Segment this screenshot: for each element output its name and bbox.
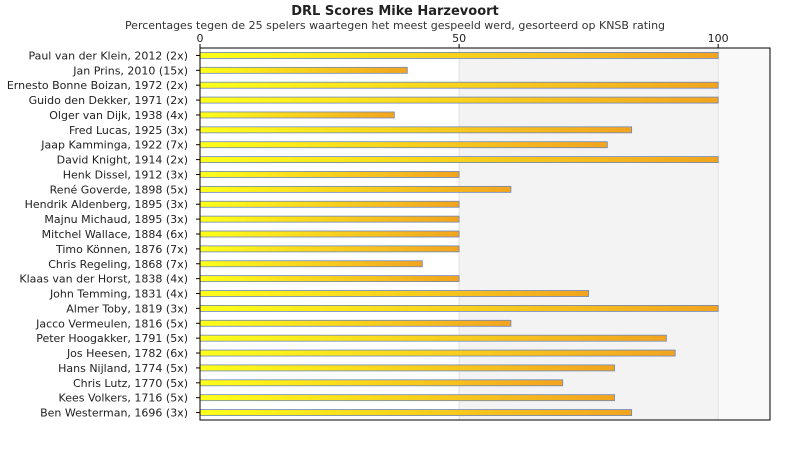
bar [199,290,590,297]
category-label: Ben Westerman, 1696 (3x) [40,407,188,420]
bar [199,379,564,387]
bar [199,126,633,134]
grid-band-50-100 [459,48,719,420]
bar [199,349,676,357]
bar [199,66,408,74]
category-label: Majnu Michaud, 1895 (3x) [44,213,188,226]
bar [199,409,633,416]
category-label: Almer Toby, 1819 (3x) [66,302,188,315]
category-label: Klaas van der Horst, 1838 (4x) [19,273,188,286]
bar [199,96,719,104]
category-label: Jan Prins, 2010 (15x) [72,64,188,77]
category-label: Chris Regeling, 1868 (7x) [48,258,188,271]
bar [199,185,512,193]
bar [199,171,460,178]
chart-title: DRL Scores Mike Harzevoort [291,4,499,19]
plot-frame [199,47,771,421]
category-label: Fred Lucas, 1925 (3x) [69,124,188,137]
category-label: David Knight, 1914 (2x) [57,154,188,167]
bar [199,394,615,402]
plot-area: Paul van der Klein, 2012 (2x) Jan Prins, … [7,32,771,421]
bar [199,334,667,342]
bar [199,52,719,59]
bar [199,304,719,312]
category-label: Chris Lutz, 1770 (5x) [73,377,188,390]
category-label: Peter Hoogakker, 1791 (5x) [36,332,188,345]
category-label: Jaap Kamminga, 1922 (7x) [40,139,188,152]
bar [199,141,608,149]
category-label: John Temming, 1831 (4x) [49,288,188,301]
bar [199,200,460,208]
category-label: Olger van Dijk, 1938 (4x) [49,109,188,122]
category-label: Guido den Dekker, 1971 (2x) [29,94,188,107]
category-label: Hans Nijland, 1774 (5x) [58,362,188,375]
bar [199,245,460,253]
bar [199,156,719,164]
category-label: Ernesto Bonne Boizan, 1972 (2x) [7,79,188,92]
category-label: Kees Volkers, 1716 (5x) [59,392,188,405]
category-label: Mitchel Wallace, 1884 (6x) [42,228,188,241]
bar [199,215,460,223]
category-label: Hendrik Aldenberg, 1895 (3x) [25,198,188,211]
bar [199,364,615,372]
grid-band-100-110 [718,48,770,420]
category-label: Jacco Vermeulen, 1816 (5x) [35,317,188,330]
bar [199,275,460,283]
x-tick-label: 100 [708,32,729,45]
category-label: Paul van der Klein, 2012 (2x) [28,49,188,62]
category-label: René Goverde, 1898 (5x) [50,183,188,196]
bar [199,111,395,119]
category-label: Henk Dissel, 1912 (3x) [63,168,188,181]
bar [199,260,423,268]
chart-subtitle: Percentages tegen de 25 spelers waartege… [125,19,665,32]
x-tick-label: 0 [197,32,204,45]
category-label: Jos Heesen, 1782 (6x) [66,347,188,360]
category-label: Timo Können, 1876 (7x) [55,243,188,256]
x-tick-label: 50 [452,32,466,45]
bar [199,81,719,89]
bar [199,230,460,238]
bar [199,319,512,327]
